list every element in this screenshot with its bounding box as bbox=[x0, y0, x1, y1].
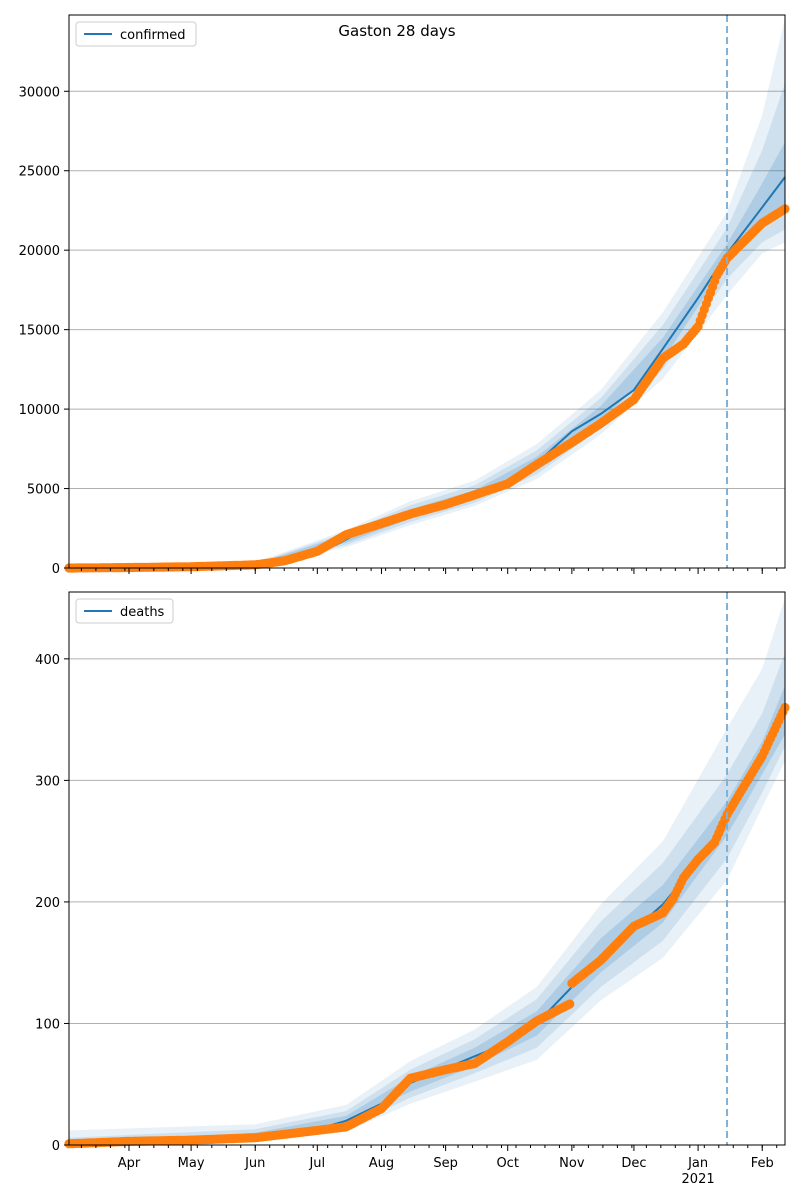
confirmed-axes-frame bbox=[68, 14, 786, 569]
deaths-uncertainty-band-1 bbox=[69, 598, 785, 1145]
xtick-label-feb: Feb bbox=[751, 1156, 774, 1171]
xtick-label-jun: Jun bbox=[244, 1156, 265, 1171]
deaths-ytick-label: 200 bbox=[35, 896, 60, 911]
confirmed-ytick-label: 15000 bbox=[19, 324, 60, 339]
deaths-uncertainty-band-2 bbox=[69, 652, 785, 1145]
deaths-axes-frame bbox=[68, 591, 786, 1146]
confirmed-ytick-label: 5000 bbox=[27, 483, 60, 498]
deaths-legend: deaths bbox=[75, 598, 174, 624]
xtick-label-dec: Dec bbox=[621, 1156, 646, 1171]
confirmed-ytick-label: 30000 bbox=[19, 85, 60, 100]
xtick-label-jan: Jan bbox=[687, 1156, 708, 1171]
deaths-legend-label: deaths bbox=[120, 605, 165, 620]
xtick-label-oct: Oct bbox=[496, 1156, 518, 1171]
deaths-uncertainty-band-3 bbox=[69, 685, 785, 1143]
xtick-label-nov: Nov bbox=[559, 1156, 585, 1171]
xtick-label-sep: Sep bbox=[433, 1156, 458, 1171]
deaths-panel: 0 100 200 300 400 Apr May Jun Jul Aug Sep Oct Nov De… bbox=[35, 591, 790, 1187]
confirmed-ytick-label: 25000 bbox=[19, 165, 60, 180]
xtick-label-jul: Jul bbox=[308, 1156, 325, 1171]
deaths-observed-point bbox=[565, 999, 575, 1009]
confirmed-ytick-label: 10000 bbox=[19, 403, 60, 418]
deaths-ytick-label: 400 bbox=[35, 653, 60, 668]
confirmed-ytick-label: 20000 bbox=[19, 244, 60, 259]
xtick-label-aug: Aug bbox=[369, 1156, 394, 1171]
deaths-ytick-label: 100 bbox=[35, 1017, 60, 1032]
figure-title: Gaston 28 days bbox=[338, 22, 455, 40]
confirmed-ytick-label: 0 bbox=[52, 562, 60, 577]
deaths-ytick-label: 300 bbox=[35, 774, 60, 789]
xtick-label-apr: Apr bbox=[118, 1156, 141, 1171]
xtick-label-may: May bbox=[178, 1156, 205, 1171]
deaths-ytick-label: 0 bbox=[52, 1139, 60, 1154]
xtick-year-label: 2021 bbox=[682, 1172, 715, 1187]
confirmed-panel: 0 5000 10000 15000 20000 25000 30000 confirmed bbox=[19, 14, 790, 577]
confirmed-legend: confirmed bbox=[75, 21, 197, 47]
confirmed-legend-label: confirmed bbox=[120, 28, 186, 43]
